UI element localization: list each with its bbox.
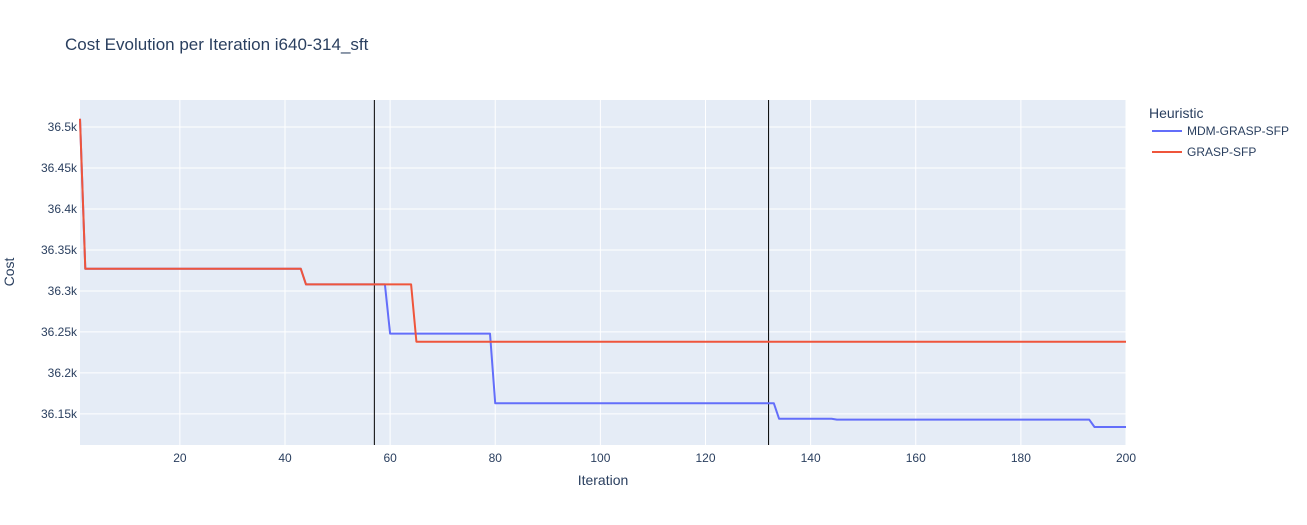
x-tick-label: 180 — [1011, 451, 1031, 465]
y-tick-labels: 36.15k 36.2k 36.25k 36.3k 36.35k 36.4k 36.45k 3… — [41, 120, 78, 421]
x-tick-label: 40 — [278, 451, 292, 465]
x-tick-label: 60 — [383, 451, 397, 465]
y-tick-label: 36.4k — [48, 202, 78, 216]
vertical-markers — [373, 100, 770, 445]
y-tick-label: 36.5k — [48, 120, 78, 134]
x-axis-title: Iteration — [578, 472, 629, 488]
legend-title: Heuristic — [1149, 105, 1203, 121]
y-tick-label: 36.25k — [41, 325, 78, 339]
y-tick-label: 36.35k — [41, 243, 78, 257]
x-tick-label: 100 — [590, 451, 610, 465]
y-tick-label: 36.15k — [41, 407, 78, 421]
y-tick-label: 36.3k — [48, 284, 78, 298]
legend: Heuristic MDM-GRASP-SFP GRASP-SFP — [1149, 105, 1289, 159]
legend-label-mdm-grasp-sfp: MDM-GRASP-SFP — [1187, 124, 1289, 138]
x-tick-label: 120 — [695, 451, 715, 465]
x-tick-label: 80 — [489, 451, 503, 465]
plot-area — [80, 100, 1126, 445]
series-lines — [79, 118, 1126, 428]
legend-item-grasp-sfp[interactable]: GRASP-SFP — [1152, 145, 1256, 159]
y-tick-label: 36.45k — [41, 161, 78, 175]
legend-label-grasp-sfp: GRASP-SFP — [1187, 145, 1256, 159]
y-tick-label: 36.2k — [48, 366, 78, 380]
legend-item-mdm-grasp-sfp[interactable]: MDM-GRASP-SFP — [1152, 124, 1289, 138]
x-tick-label: 140 — [801, 451, 821, 465]
chart-title: Cost Evolution per Iteration i640-314_sf… — [65, 35, 369, 54]
x-tick-label: 200 — [1116, 451, 1136, 465]
x-tick-label: 20 — [173, 451, 187, 465]
x-tick-label: 160 — [906, 451, 926, 465]
x-tick-labels: 20 40 60 80 100 120 140 160 180 200 — [173, 451, 1136, 465]
series-line-grasp-sfp[interactable] — [79, 118, 1126, 343]
y-axis-title: Cost — [1, 258, 17, 287]
grid-lines — [80, 100, 1127, 445]
